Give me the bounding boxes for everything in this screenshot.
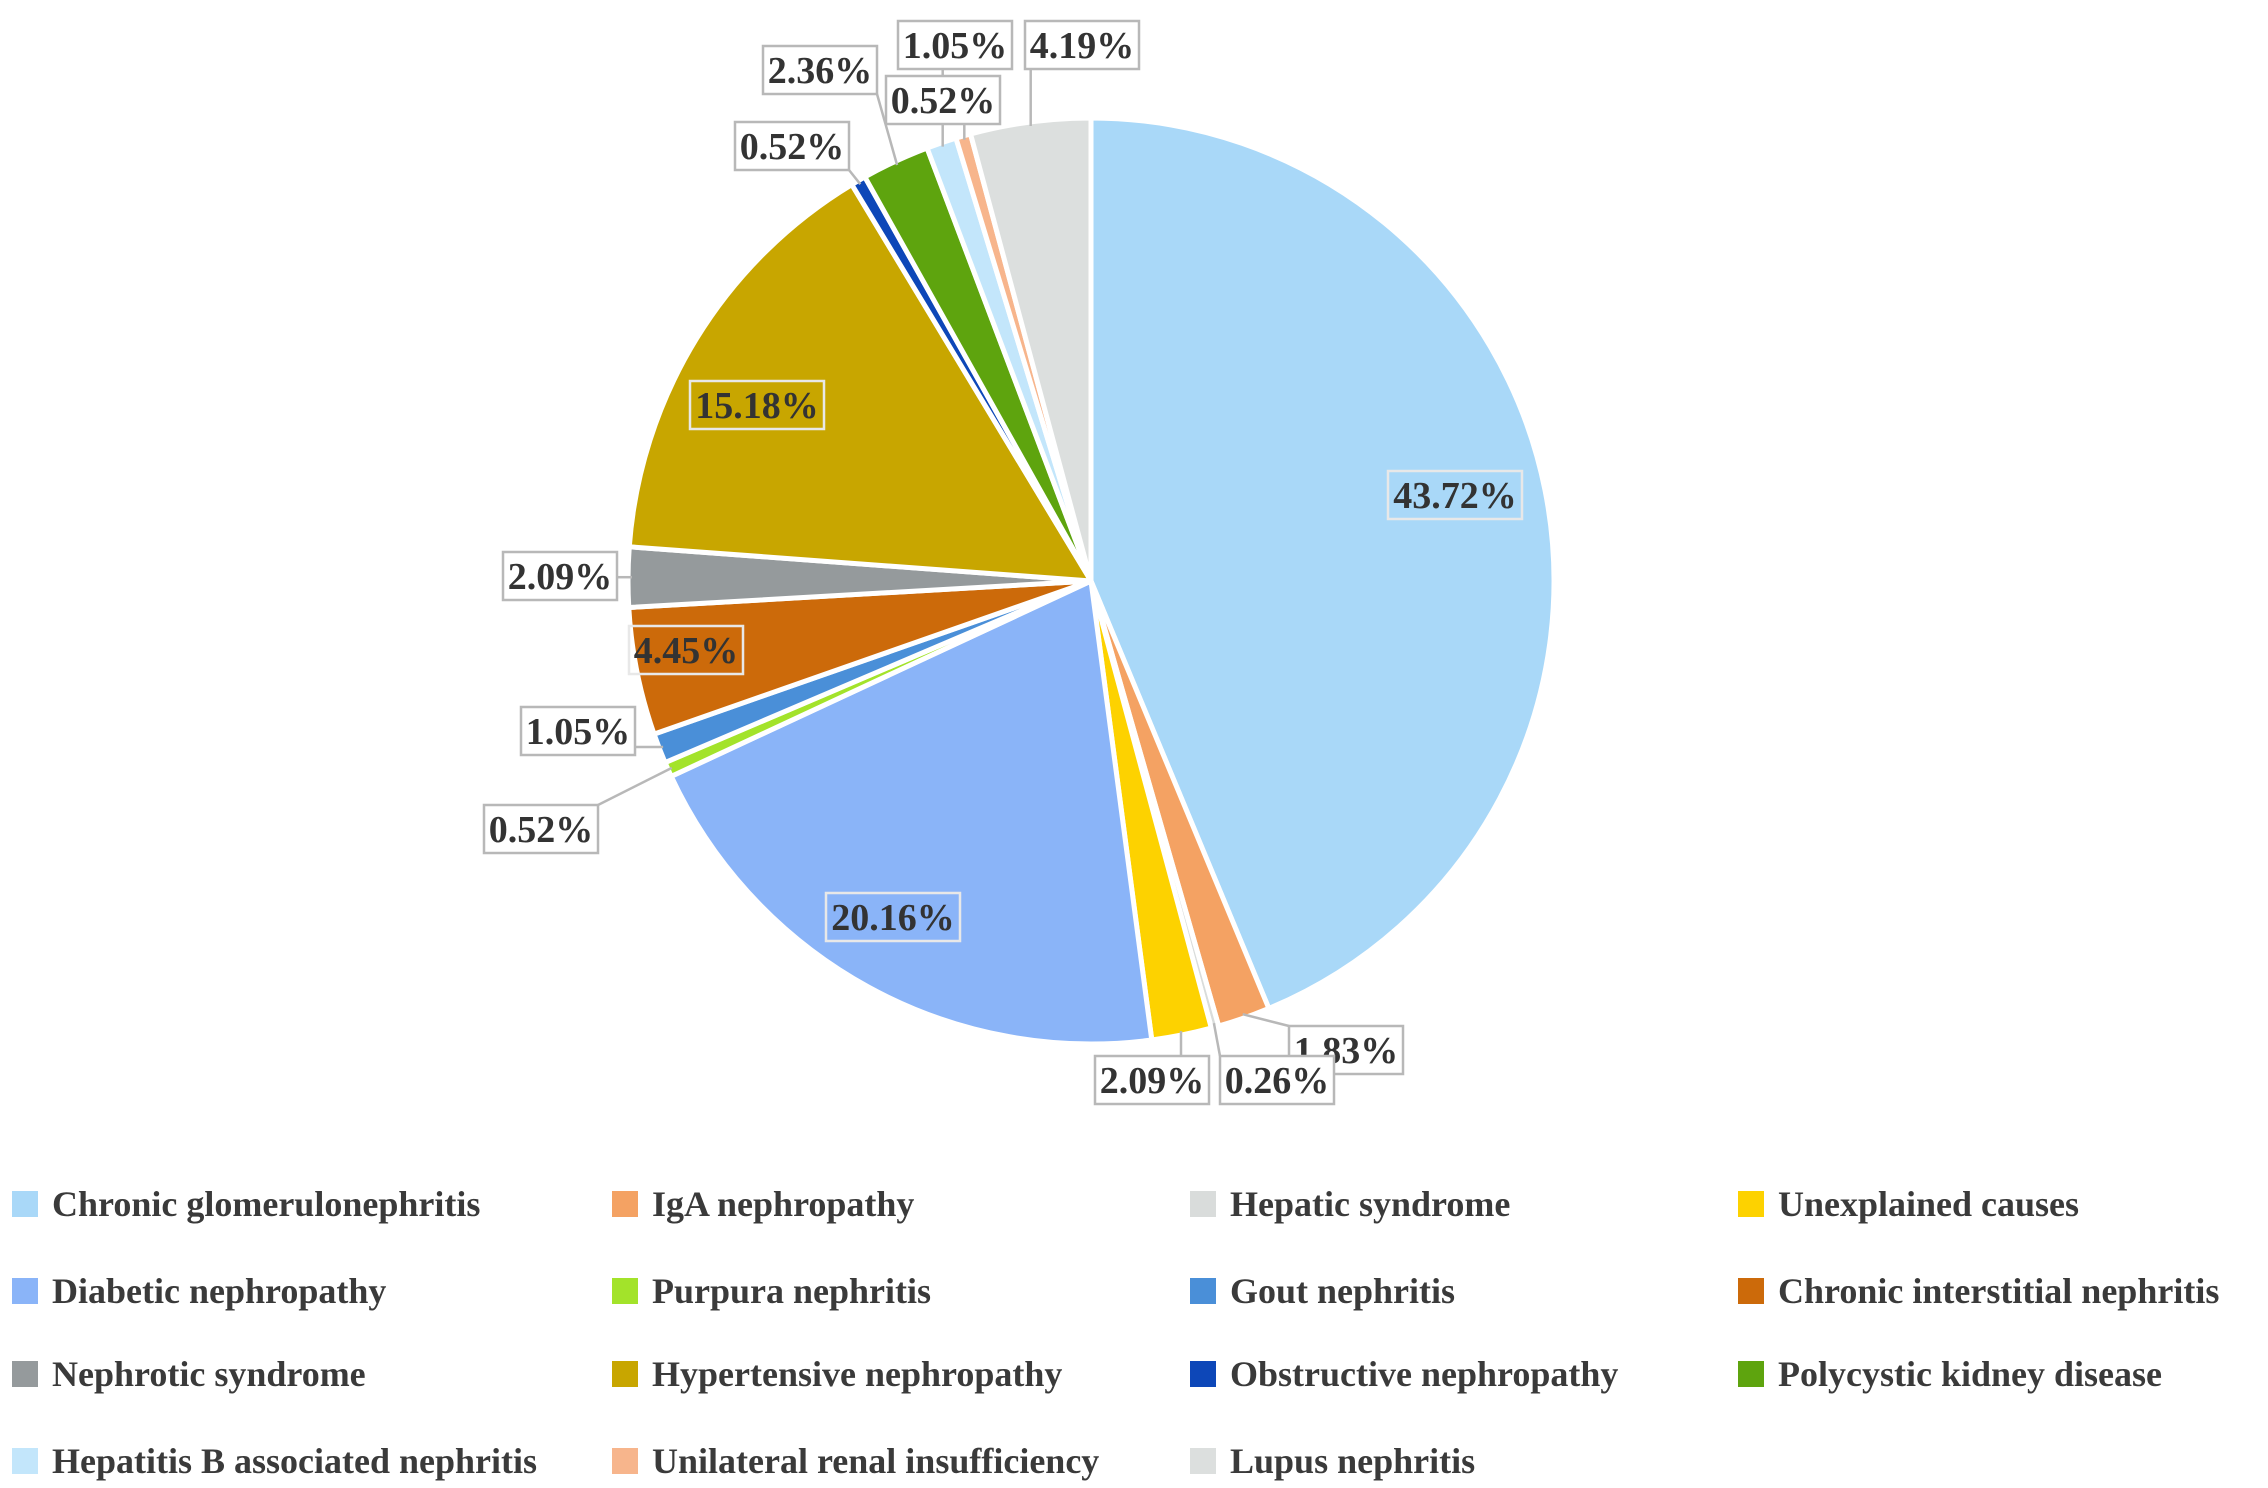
legend-swatch-obstructive-nephropathy bbox=[1190, 1361, 1216, 1387]
data-label-box bbox=[519, 705, 637, 757]
legend-swatch-diabetic-nephropathy bbox=[12, 1278, 38, 1304]
data-label-unexplained-causes: 2.09% bbox=[1100, 1060, 1205, 1102]
legend-label-hypertensive-nephropathy: Hypertensive nephropathy bbox=[652, 1354, 1062, 1394]
data-label-hepatitis-b-associated-nephritis: 1.05% bbox=[903, 25, 1008, 67]
legend-swatch-unilateral-renal-insufficiency bbox=[612, 1448, 638, 1474]
data-label-hepatic-syndrome: 0.26% bbox=[1225, 1060, 1330, 1102]
data-labels: 43.72%1.83%0.26%2.09%20.16%0.52%1.05%4.4… bbox=[482, 19, 1524, 1106]
data-label-box bbox=[733, 120, 851, 172]
legend-swatch-chronic-interstitial-nephritis bbox=[1738, 1278, 1764, 1304]
data-label-box bbox=[1093, 1054, 1211, 1106]
data-label-gout-nephritis: 1.05% bbox=[526, 711, 631, 753]
data-label-hypertensive-nephropathy: 15.18% bbox=[695, 385, 819, 427]
data-label-box bbox=[627, 624, 745, 676]
data-label-chronic-glomerulonephritis: 43.72% bbox=[1393, 475, 1517, 517]
legend-swatch-hypertensive-nephropathy bbox=[612, 1361, 638, 1387]
legend: Chronic glomerulonephritis IgA nephropath… bbox=[12, 1184, 2219, 1481]
data-label-unilateral-renal-insufficiency: 0.52% bbox=[891, 80, 996, 122]
legend-swatch-iga-nephropathy bbox=[612, 1191, 638, 1217]
legend-label-hepatitis-b-associated-nephritis: Hepatitis B associated nephritis bbox=[52, 1441, 537, 1481]
pie-slices bbox=[625, 115, 1557, 1047]
legend-swatch-chronic-glomerulonephritis bbox=[12, 1191, 38, 1217]
legend-label-purpura-nephritis: Purpura nephritis bbox=[652, 1271, 931, 1311]
leader-line-polycystic-kidney-disease bbox=[875, 93, 899, 166]
data-label-diabetic-nephropathy: 20.16% bbox=[831, 897, 955, 939]
legend-label-obstructive-nephropathy: Obstructive nephropathy bbox=[1230, 1354, 1618, 1394]
legend-label-unilateral-renal-insufficiency: Unilateral renal insufficiency bbox=[652, 1441, 1099, 1481]
legend-label-polycystic-kidney-disease: Polycystic kidney disease bbox=[1778, 1354, 2162, 1394]
legend-swatch-unexplained-causes bbox=[1738, 1191, 1764, 1217]
legend-label-chronic-glomerulonephritis: Chronic glomerulonephritis bbox=[52, 1184, 480, 1224]
leader-line-purpura-nephritis bbox=[597, 766, 673, 807]
data-label-box bbox=[501, 550, 619, 602]
legend-label-nephrotic-syndrome: Nephrotic syndrome bbox=[52, 1354, 366, 1394]
data-label-box bbox=[824, 891, 962, 943]
data-label-box bbox=[896, 19, 1014, 71]
data-label-box bbox=[1218, 1054, 1336, 1106]
legend-swatch-hepatitis-b-associated-nephritis bbox=[12, 1448, 38, 1474]
leader-line-obstructive-nephropathy bbox=[848, 169, 862, 185]
legend-swatch-nephrotic-syndrome bbox=[12, 1361, 38, 1387]
data-label-box bbox=[1386, 469, 1524, 521]
legend-swatch-purpura-nephritis bbox=[612, 1278, 638, 1304]
legend-swatch-lupus-nephritis bbox=[1190, 1448, 1216, 1474]
slice-chronic-glomerulonephritis bbox=[1088, 115, 1557, 1011]
legend-label-unexplained-causes: Unexplained causes bbox=[1778, 1184, 2079, 1224]
data-label-nephrotic-syndrome: 2.09% bbox=[508, 556, 613, 598]
legend-label-hepatic-syndrome: Hepatic syndrome bbox=[1230, 1184, 1510, 1224]
legend-label-diabetic-nephropathy: Diabetic nephropathy bbox=[52, 1271, 386, 1311]
data-label-box bbox=[884, 74, 1002, 126]
legend-swatch-polycystic-kidney-disease bbox=[1738, 1361, 1764, 1387]
slice-diabetic-nephropathy bbox=[668, 578, 1155, 1047]
legend-swatch-gout-nephritis bbox=[1190, 1278, 1216, 1304]
data-label-chronic-interstitial-nephritis: 4.45% bbox=[634, 630, 739, 672]
legend-label-iga-nephropathy: IgA nephropathy bbox=[652, 1184, 914, 1224]
data-label-box bbox=[761, 44, 879, 96]
leader-line-hepatic-syndrome bbox=[1212, 1022, 1222, 1057]
legend-swatch-hepatic-syndrome bbox=[1190, 1191, 1216, 1217]
legend-label-chronic-interstitial-nephritis: Chronic interstitial nephritis bbox=[1778, 1271, 2219, 1311]
data-label-box bbox=[688, 379, 826, 431]
data-label-polycystic-kidney-disease: 2.36% bbox=[768, 50, 873, 92]
data-label-box bbox=[482, 803, 600, 855]
legend-label-lupus-nephritis: Lupus nephritis bbox=[1230, 1441, 1475, 1481]
data-label-obstructive-nephropathy: 0.52% bbox=[740, 126, 845, 168]
data-label-box bbox=[1023, 19, 1141, 71]
data-label-purpura-nephritis: 0.52% bbox=[489, 809, 594, 851]
legend-label-gout-nephritis: Gout nephritis bbox=[1230, 1271, 1455, 1311]
slice-hypertensive-nephropathy bbox=[626, 182, 1094, 584]
data-label-lupus-nephritis: 4.19% bbox=[1030, 25, 1135, 67]
leader-line-iga-nephropathy bbox=[1242, 1012, 1290, 1028]
